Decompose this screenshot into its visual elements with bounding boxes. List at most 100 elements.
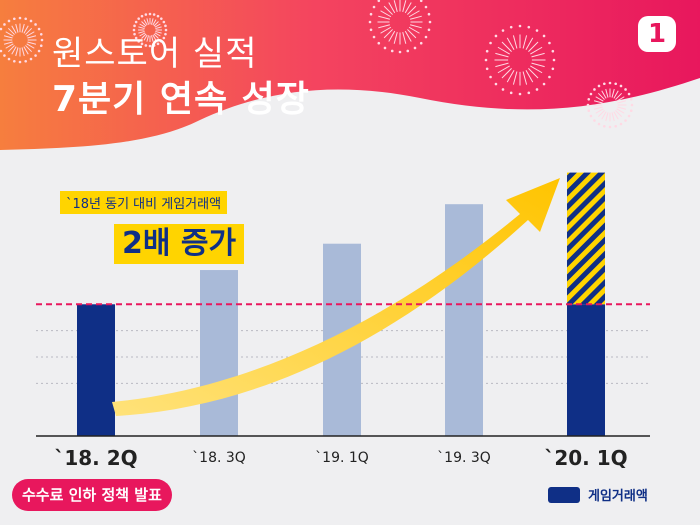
firework-ray: [601, 111, 607, 120]
firework-dot: [548, 41, 551, 45]
firework-dot: [619, 122, 623, 126]
page-badge: 1: [638, 16, 676, 52]
firework-ray: [11, 46, 17, 55]
firework-ray: [501, 41, 512, 52]
firework-dot: [627, 92, 631, 96]
firework-ray: [528, 41, 539, 52]
firework-ray: [153, 33, 159, 39]
firework-dot: [148, 44, 152, 48]
firework-ray: [495, 52, 509, 58]
firework-dot: [624, 119, 627, 122]
firework-ray: [601, 90, 607, 99]
firework-dot: [40, 38, 44, 42]
firework-dot: [548, 75, 551, 79]
firework-dot: [589, 92, 593, 96]
firework-ray: [506, 37, 515, 50]
firework-dot: [369, 28, 373, 32]
firework-ray: [402, 0, 407, 12]
firework-ray: [7, 27, 15, 35]
firework-ray: [597, 110, 605, 118]
firework-dot: [509, 25, 513, 29]
bar: [200, 270, 238, 436]
firework-dot: [586, 103, 590, 107]
firework-dot: [551, 67, 555, 71]
firework-ray: [410, 15, 422, 20]
firework-ray: [388, 30, 396, 42]
firework-dot: [428, 20, 432, 24]
firework-dot: [542, 34, 546, 38]
firework-dot: [34, 54, 37, 57]
firework-dot: [535, 88, 539, 91]
firework-dot: [377, 0, 381, 3]
firework-dot: [629, 98, 633, 101]
bar: [567, 304, 605, 436]
firework-ray: [393, 0, 398, 12]
annotation-subtitle: `18년 동기 대비 게임거래액: [60, 191, 228, 214]
firework-dot: [501, 29, 505, 32]
firework-ray: [380, 26, 392, 34]
x-tick-label: `19. 1Q: [315, 450, 369, 466]
firework-dot: [377, 41, 381, 45]
firework-ray: [15, 23, 19, 33]
firework-ray: [388, 2, 396, 14]
legend-label: 게임거래액: [588, 489, 648, 504]
firework-dot: [148, 12, 152, 16]
firework-dot: [39, 33, 43, 36]
firework-dot: [18, 60, 22, 64]
firework-dot: [629, 109, 633, 112]
firework-dot: [501, 88, 505, 91]
firework-ray: [506, 70, 515, 83]
firework-ray: [138, 26, 145, 30]
firework-ray: [15, 47, 19, 57]
firework-ray: [605, 112, 609, 122]
firework-dot: [518, 24, 522, 28]
firework-ray: [611, 88, 615, 98]
firework-dot: [419, 0, 423, 3]
firework-dot: [372, 35, 376, 39]
firework-ray: [25, 27, 33, 35]
firework-dot: [164, 28, 168, 32]
firework-dot: [542, 82, 546, 86]
firework-ray: [380, 10, 392, 18]
firework-ray: [531, 52, 545, 58]
firework-dot: [132, 28, 136, 32]
firework-dot: [485, 67, 489, 71]
firework-dot: [527, 91, 531, 95]
firework-dot: [427, 28, 431, 32]
firework-ray: [139, 32, 146, 37]
firework-dot: [489, 75, 492, 79]
firework-ray: [5, 43, 14, 49]
firework-dot: [140, 14, 144, 18]
firework-ray: [522, 35, 528, 49]
firework-ray: [378, 15, 390, 20]
firework-ray: [410, 24, 422, 29]
firework-ray: [617, 100, 627, 104]
firework-dot: [162, 20, 166, 24]
firework-dot: [398, 50, 402, 54]
firework-dot: [597, 84, 601, 88]
firework-ray: [495, 62, 509, 68]
firework-dot: [162, 36, 166, 40]
firework-ray: [7, 45, 15, 53]
firework-ray: [531, 62, 545, 68]
firework-dot: [518, 92, 522, 96]
firework-dot: [494, 34, 498, 38]
firework-ray: [11, 25, 17, 34]
firework-dot: [164, 24, 167, 28]
x-tick-label: `19. 3Q: [437, 450, 491, 466]
firework-ray: [26, 31, 35, 37]
firework-ray: [393, 32, 398, 44]
firework-dot: [624, 88, 627, 91]
firework-ray: [25, 45, 33, 53]
firework-ray: [21, 47, 25, 57]
firework-ray: [146, 18, 150, 25]
firework-dot: [156, 42, 160, 46]
firework-dot: [390, 49, 394, 53]
legend: 게임거래액: [548, 485, 648, 504]
firework-ray: [383, 29, 393, 39]
firework-dot: [18, 16, 22, 20]
firework-ray: [155, 26, 162, 30]
firework-dot: [614, 82, 617, 86]
firework-dot: [29, 57, 33, 61]
firework-dot: [630, 103, 634, 107]
